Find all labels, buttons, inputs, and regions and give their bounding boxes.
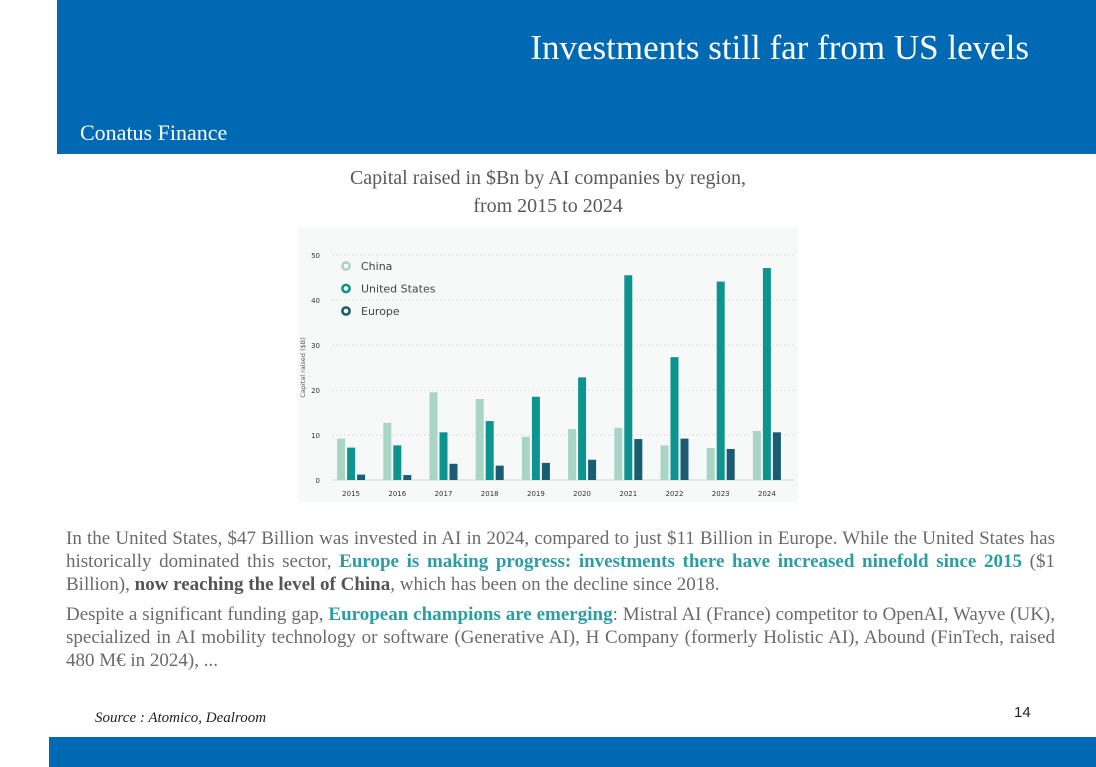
bar-europe [726, 448, 735, 480]
bar-europe [403, 475, 412, 480]
paragraph-2: Despite a significant funding gap, Europ… [66, 603, 1055, 672]
p2-highlight: European champions are emerging [328, 604, 613, 625]
bar-china [475, 399, 484, 480]
legend-marker [341, 306, 351, 316]
source-note: Source : Atomico, Dealroom [95, 710, 267, 726]
bar-china [429, 392, 438, 480]
x-tick-label: 2021 [619, 490, 637, 498]
chart-title-line-2: from 2015 to 2024 [473, 195, 623, 217]
legend-label: Europe [361, 305, 400, 318]
bar-chart: 0 10 20 30 40 50 Capital raised ($B) 2015 2016 20… [298, 227, 798, 502]
x-tick-label: 2018 [481, 490, 499, 498]
x-tick-label: 2024 [758, 490, 776, 498]
p1-bold: now reaching the level of China [134, 574, 391, 595]
x-tick-label: 2019 [527, 490, 545, 498]
bar-china [752, 430, 761, 480]
chart-title: Capital raised in $Bn by AI companies by… [248, 164, 848, 220]
bar-europe [449, 463, 458, 480]
bar-united-states [393, 445, 402, 480]
x-tick-label: 2023 [712, 490, 730, 498]
x-tick-label: 2016 [388, 490, 406, 498]
bar-europe [772, 432, 781, 480]
p1-highlight: Europe is making progress: investments t… [339, 551, 1023, 572]
p1-text-c: ($1 Billion), [66, 551, 1056, 595]
legend-marker [341, 261, 351, 271]
p1-text-e: , which has been on the decline since 20… [390, 574, 720, 595]
y-tick-label: 20 [311, 387, 320, 395]
bar-united-states [578, 377, 587, 480]
chart-title-line-1: Capital raised in $Bn by AI companies by… [349, 167, 747, 189]
footer-band [49, 737, 1096, 767]
bar-china [568, 429, 577, 480]
bar-united-states [485, 421, 494, 480]
paragraph-1: In the United States, $47 Billion was in… [66, 527, 1055, 596]
y-tick-label: 10 [311, 432, 320, 440]
bar-china [521, 436, 530, 480]
bar-united-states [347, 447, 356, 480]
bar-europe [541, 462, 550, 480]
p2-text-a: Despite a significant funding gap, [66, 604, 329, 625]
bar-china [706, 448, 715, 480]
slide-title: Investments still far from US levels [530, 28, 1029, 67]
y-tick-label: 30 [311, 342, 320, 350]
y-tick-label: 40 [311, 297, 320, 305]
bar-china [337, 438, 346, 480]
legend-marker [341, 283, 351, 294]
x-tick-label: 2017 [435, 490, 453, 498]
bar-united-states [624, 275, 633, 480]
bar-united-states [439, 432, 448, 480]
x-tick-label: 2015 [342, 490, 360, 498]
body-text: In the United States, $47 Billion was in… [66, 527, 1055, 679]
chart-svg: 0 10 20 30 40 50 Capital raised ($B) 2015 2016 20… [299, 252, 794, 498]
y-axis-label: Capital raised ($B) [299, 337, 307, 398]
bar-europe [634, 439, 643, 480]
bar-china [614, 427, 623, 480]
bar-europe [588, 459, 597, 480]
bar-europe [495, 465, 504, 480]
y-tick-label: 0 [316, 477, 320, 485]
page-number: 14 [1014, 704, 1031, 721]
y-tick-label: 50 [311, 252, 320, 260]
p1-text-a: In the United States, $47 Billion was in… [66, 528, 1055, 572]
legend-label: United States [361, 283, 436, 296]
header-band: Investments still far from US levels Con… [57, 0, 1096, 154]
x-tick-label: 2020 [573, 490, 591, 498]
bar-china [383, 422, 392, 480]
x-tick-label: 2022 [666, 490, 684, 498]
bar-europe [680, 438, 689, 480]
bar-united-states [762, 268, 771, 480]
bar-united-states [716, 281, 725, 480]
bar-united-states [531, 396, 540, 480]
bar-china [660, 445, 669, 480]
legend-label: China [361, 260, 392, 273]
bar-europe [357, 474, 366, 480]
p2-text-c: : Mistral AI (France) competitor to Open… [66, 604, 1055, 671]
bar-united-states [670, 357, 679, 480]
brand-name: Conatus Finance [80, 120, 228, 145]
